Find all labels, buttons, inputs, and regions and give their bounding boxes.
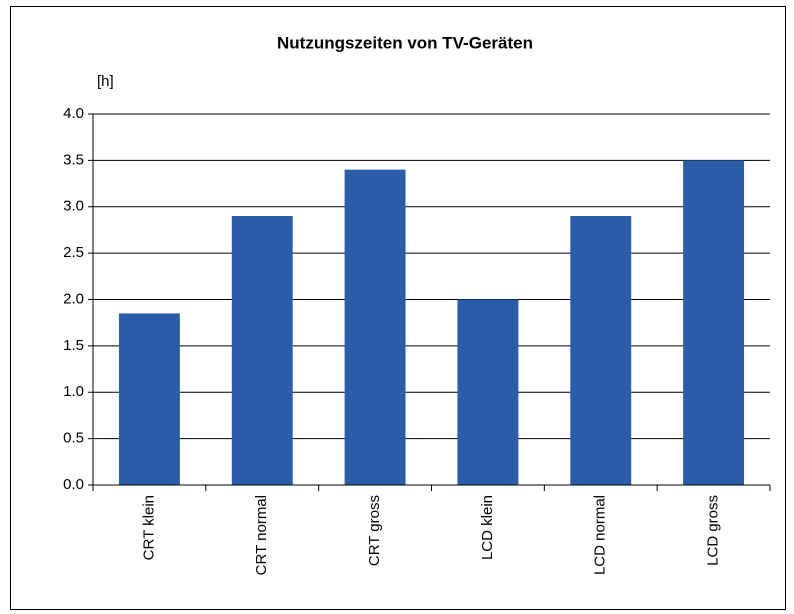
y-tick-label: 2.0	[63, 290, 84, 307]
x-tick-label: LCD klein	[479, 495, 496, 560]
x-tick-label: CRT normal	[253, 495, 270, 575]
bar	[457, 299, 519, 485]
y-tick-label: 4.0	[63, 105, 84, 122]
y-tick-label: 3.0	[63, 198, 84, 215]
y-axis-label: [h]	[97, 73, 114, 90]
x-tick-label: CRT gross	[366, 495, 383, 566]
bar	[118, 313, 180, 485]
y-tick-label: 0.0	[63, 476, 84, 493]
bar	[683, 160, 745, 485]
y-tick-label: 2.5	[63, 244, 84, 261]
y-tick-label: 0.5	[63, 430, 84, 447]
y-tick-label: 1.5	[63, 337, 84, 354]
x-tick-label: LCD gross	[705, 495, 722, 566]
x-tick-label: LCD normal	[592, 495, 609, 575]
chart-title: Nutzungszeiten von TV-Geräten	[277, 33, 533, 52]
bar	[344, 169, 406, 485]
y-tick-label: 1.0	[63, 383, 84, 400]
bar	[231, 216, 293, 485]
bar	[570, 216, 632, 485]
y-tick-label: 3.5	[63, 151, 84, 168]
x-tick-label: CRT klein	[140, 495, 157, 560]
